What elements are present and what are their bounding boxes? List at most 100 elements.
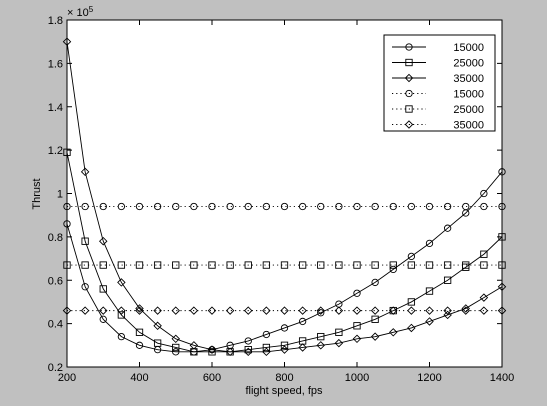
data-point: [244, 346, 252, 354]
data-point: [226, 202, 234, 211]
legend-entry-label: 25000: [453, 58, 484, 70]
data-point: [462, 202, 470, 211]
x-tick-label: 1000: [345, 372, 369, 384]
data-point: [208, 348, 216, 356]
data-point: [80, 167, 90, 177]
data-point: [244, 261, 252, 269]
data-point: [280, 306, 289, 315]
data-point: [461, 306, 470, 315]
x-tick-label: 200: [58, 372, 76, 384]
series-dotted-diamond: [62, 306, 507, 315]
data-point: [244, 337, 252, 345]
data-point: [389, 328, 398, 337]
data-point: [298, 202, 307, 211]
y-tick-label: 0.2: [48, 362, 63, 374]
data-point: [172, 343, 180, 352]
data-point: [280, 261, 289, 269]
data-point: [389, 265, 397, 274]
data-point: [371, 315, 379, 323]
data-point: [225, 347, 235, 357]
data-point: [298, 317, 307, 326]
data-point: [262, 202, 271, 211]
data-point: [352, 334, 362, 344]
data-point: [135, 328, 144, 336]
data-point: [262, 330, 271, 339]
legend-marker: [405, 58, 413, 67]
data-point: [208, 261, 216, 269]
data-point: [244, 306, 253, 315]
legend-marker: [405, 43, 413, 51]
data-point: [461, 304, 470, 313]
data-point: [280, 202, 289, 211]
data-point: [407, 306, 416, 315]
data-point: [117, 306, 126, 315]
data-point: [244, 202, 252, 211]
data-point: [81, 237, 89, 245]
data-point: [370, 332, 380, 341]
data-point: [190, 202, 198, 211]
data-point: [262, 343, 271, 352]
data-point: [135, 304, 144, 313]
data-point: [135, 306, 144, 315]
data-point: [99, 285, 107, 293]
series-line: [66, 41, 503, 353]
data-point: [117, 261, 126, 269]
data-point: [99, 261, 107, 269]
data-point: [135, 202, 144, 211]
data-point: [371, 202, 379, 211]
data-point: [480, 250, 488, 258]
data-point: [389, 202, 397, 211]
data-point: [443, 310, 452, 320]
x-tick-label: 1400: [490, 372, 514, 384]
data-point: [443, 306, 452, 315]
y-tick-label: 1.8: [48, 15, 63, 27]
data-point: [317, 202, 325, 211]
data-point: [407, 323, 416, 333]
data-point: [335, 261, 343, 269]
y-exponent-power: 5: [89, 5, 94, 14]
x-tick-label: 1200: [417, 372, 441, 384]
data-point: [81, 202, 89, 211]
series-line: [66, 152, 503, 353]
legend-box: [383, 34, 496, 132]
data-point: [262, 261, 271, 269]
data-point: [371, 261, 379, 269]
data-point: [172, 348, 180, 356]
data-point: [317, 261, 325, 269]
data-point: [480, 202, 488, 211]
data-point: [153, 202, 162, 211]
data-point: [117, 202, 126, 211]
y-tick-label: 0.8: [48, 232, 63, 244]
legend-entry-label: 35000: [453, 73, 484, 85]
data-point: [353, 261, 361, 269]
data-point: [189, 306, 199, 315]
legend-entry-label: 35000: [453, 120, 484, 132]
data-point: [262, 306, 271, 315]
data-point: [425, 287, 434, 295]
data-point: [117, 311, 126, 319]
data-point: [317, 309, 325, 317]
data-point: [462, 261, 470, 269]
data-point: [81, 261, 89, 269]
x-tick-label: 400: [130, 372, 148, 384]
data-point: [153, 261, 162, 269]
legend-marker: [404, 120, 414, 129]
data-point: [298, 261, 307, 269]
data-point: [480, 189, 488, 198]
data-point: [316, 306, 325, 315]
y-exponent-label: × 105: [67, 5, 94, 19]
data-point: [371, 278, 379, 287]
data-point: [317, 332, 325, 341]
data-point: [225, 306, 235, 315]
data-point: [335, 202, 343, 211]
data-point: [335, 328, 343, 336]
y-tick-label: 1: [57, 189, 63, 201]
data-point: [298, 343, 307, 352]
y-axis-label: Thrust: [31, 178, 43, 209]
data-point: [280, 341, 289, 349]
legend-marker: [404, 73, 414, 83]
data-point: [99, 315, 107, 323]
data-point: [153, 321, 162, 331]
